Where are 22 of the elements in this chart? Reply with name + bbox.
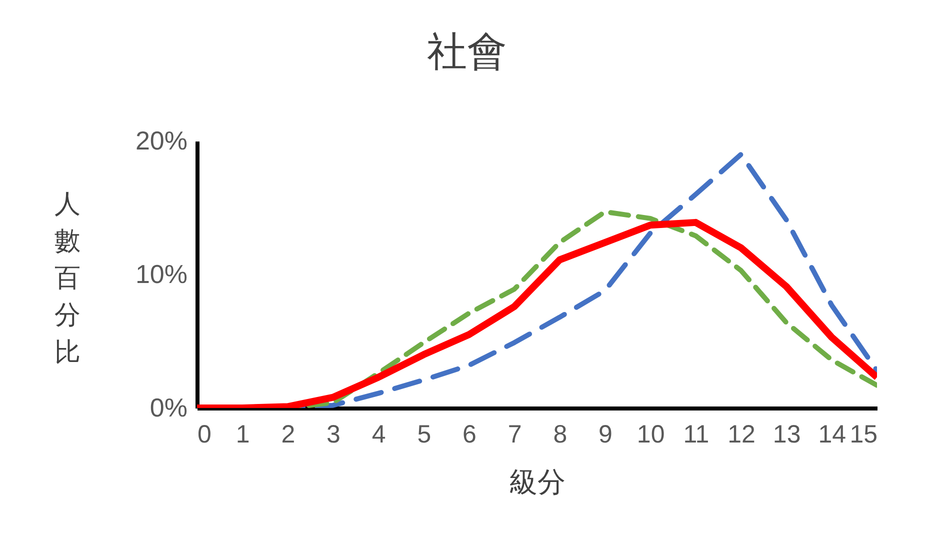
y-tick-label: 0% — [150, 392, 188, 422]
x-tick-label: 1 — [236, 420, 250, 448]
x-tick-label: 12 — [728, 420, 756, 448]
x-tick-label: 7 — [508, 420, 522, 448]
x-tick-label: 5 — [417, 420, 432, 448]
x-tick-label: 11 — [683, 420, 710, 448]
x-tick-label: 10 — [636, 420, 665, 448]
x-tick-label: 4 — [372, 420, 386, 448]
y-tick-label: 20% — [135, 126, 188, 156]
y-tick-label: 10% — [135, 259, 188, 289]
y-axis-title: 人數百分比 — [54, 190, 80, 368]
x-axis-title: 級分 — [510, 466, 566, 498]
x-tick-label: 15 — [850, 420, 878, 448]
chart-title: 社會 — [427, 29, 507, 75]
x-tick-label: 0 — [198, 420, 212, 448]
x-tick-label: 3 — [326, 420, 340, 448]
x-tick-label: 14 — [818, 420, 846, 448]
x-tick-label: 8 — [553, 420, 568, 448]
x-tick-label: 9 — [598, 420, 612, 448]
x-tick-label: 13 — [772, 420, 801, 448]
x-tick-label: 6 — [462, 420, 476, 448]
x-tick-label: 2 — [281, 420, 296, 448]
